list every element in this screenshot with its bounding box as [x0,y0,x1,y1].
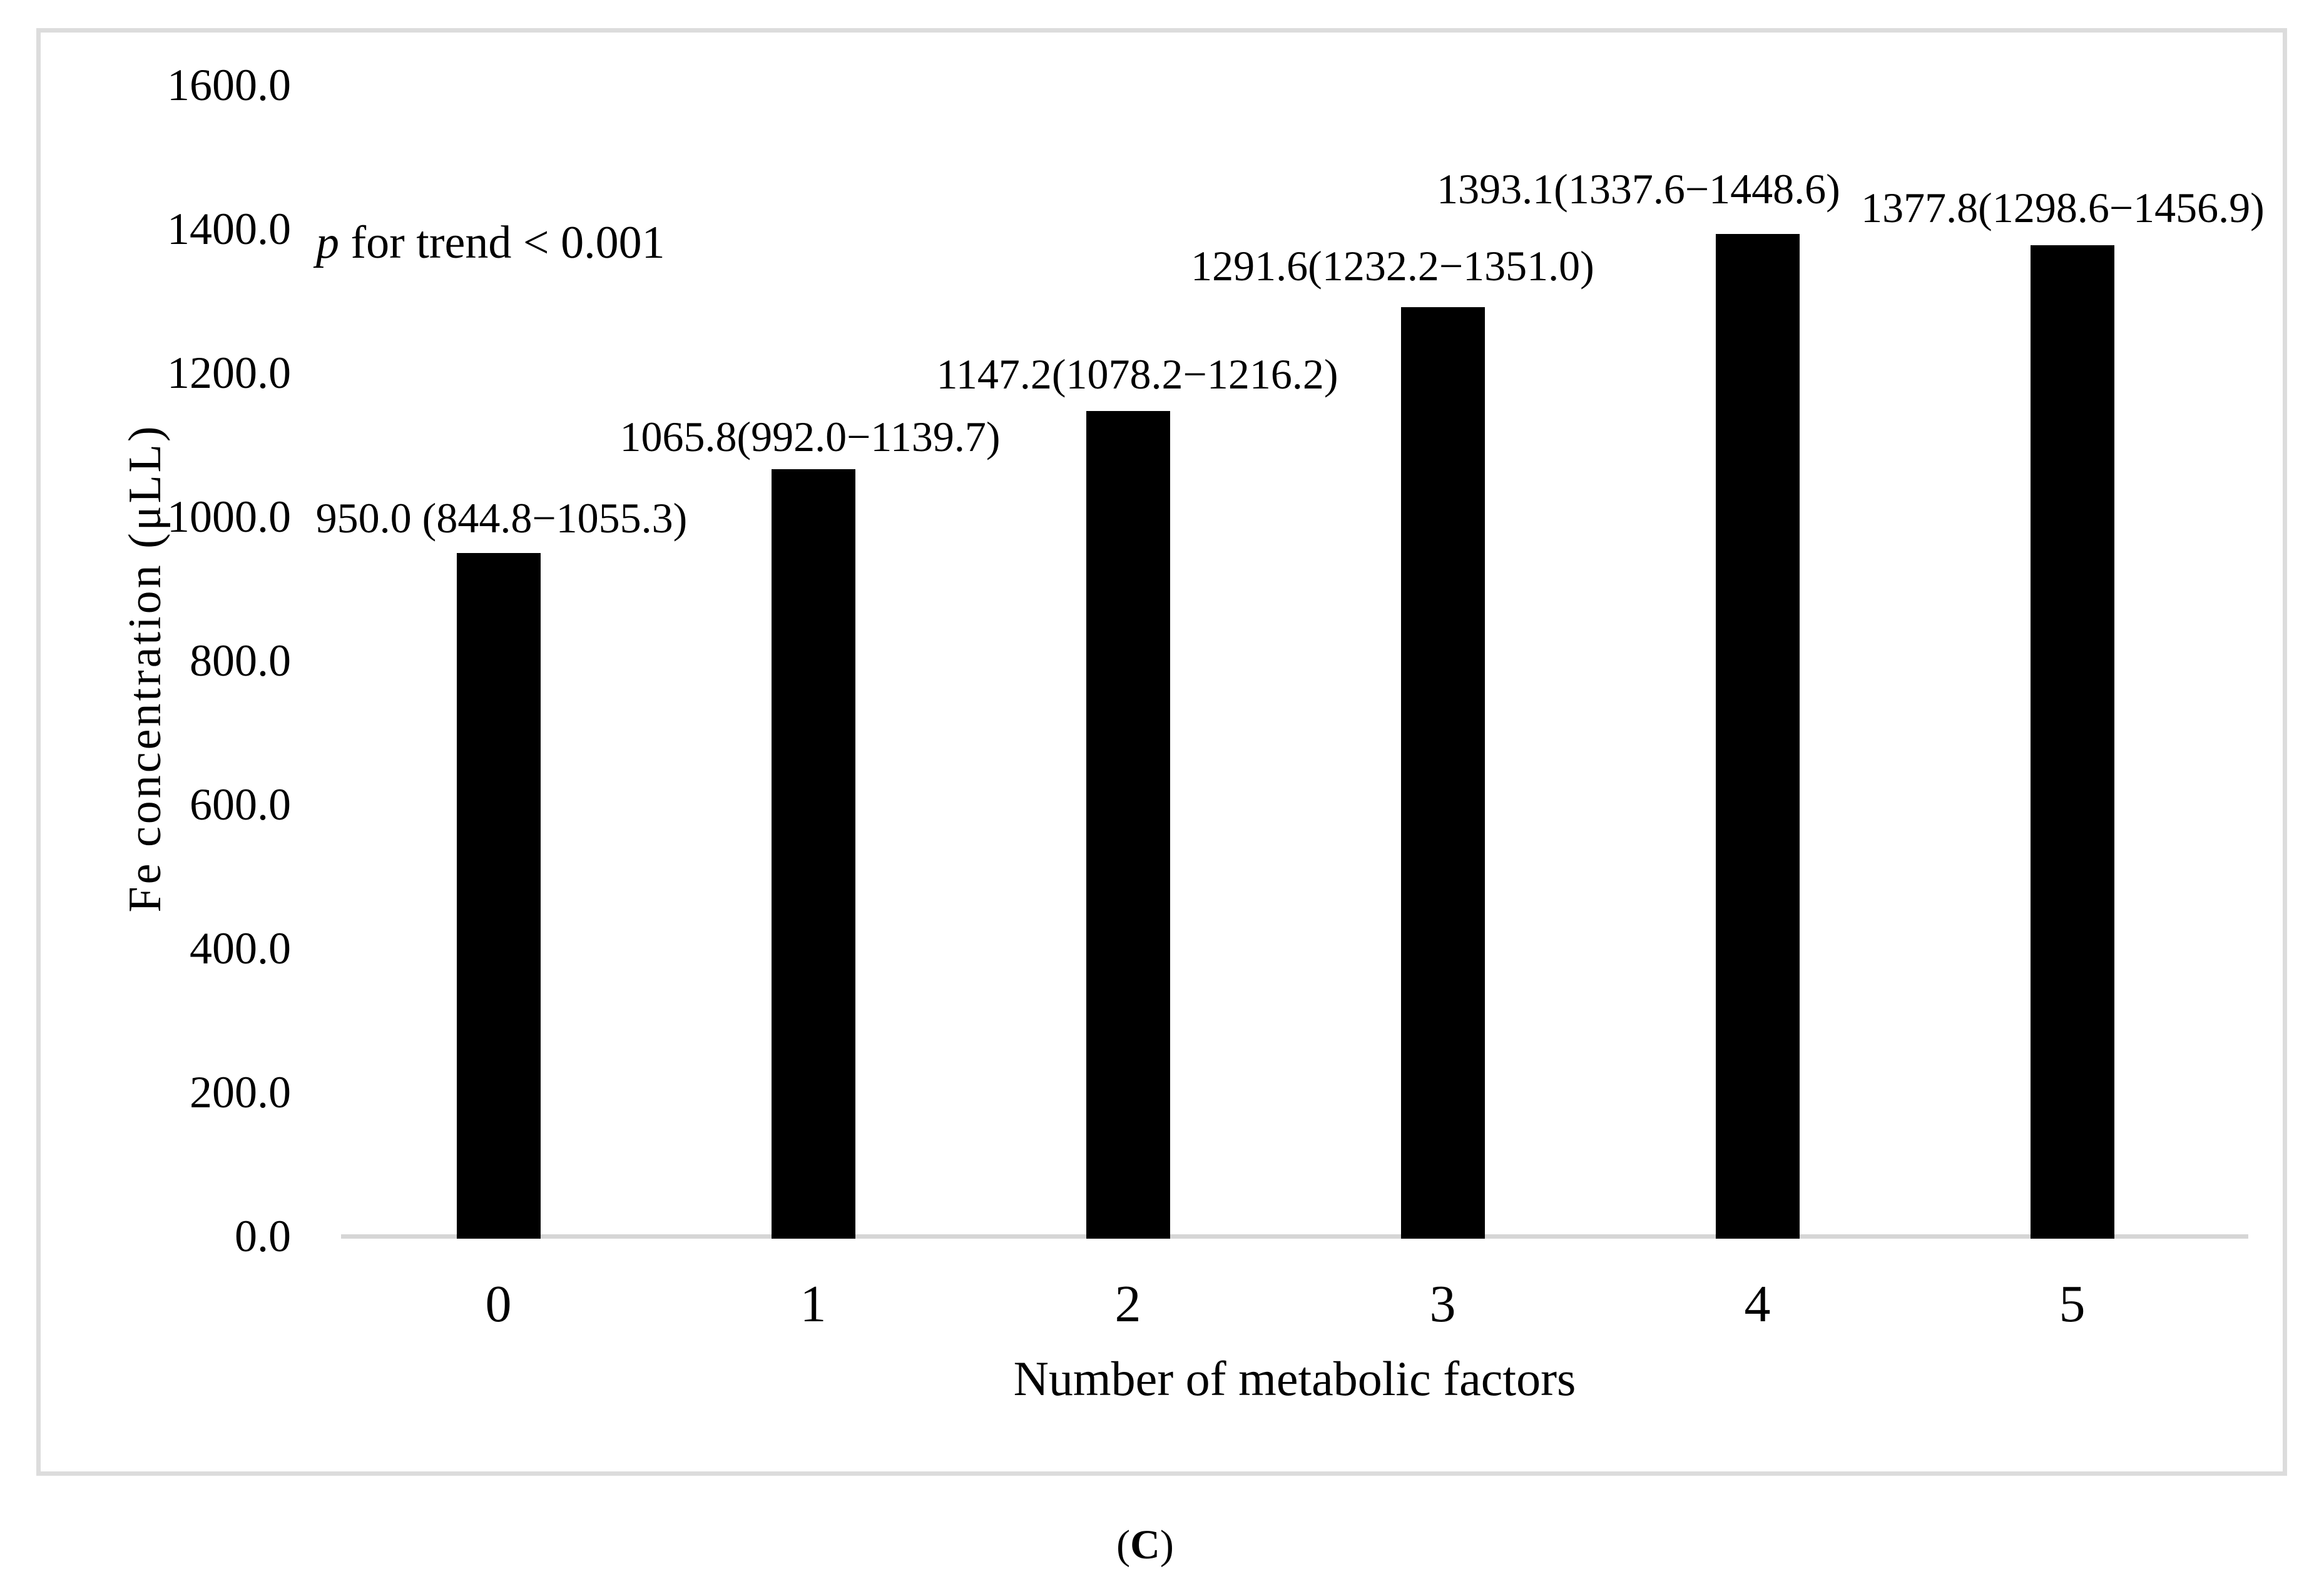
x-axis-line [341,1234,2248,1239]
bar-4 [1715,233,1800,1239]
bar-value-label-3: 1291.6(1232.2−1351.0) [1191,241,1594,290]
bar-value-label-0: 950.0 (844.8−1055.3) [315,494,688,542]
p-symbol: p [316,217,339,268]
bar-3 [1400,307,1485,1239]
y-axis-tick-label: 0.0 [235,1211,291,1261]
bar-value-label-5: 1377.8(1298.6−1456.9) [1861,183,2265,231]
x-axis-tick-label-2: 2 [1114,1275,1141,1333]
x-axis-tick-label-1: 1 [800,1275,827,1333]
bar-value-label-4: 1393.1(1337.6−1448.6) [1437,165,1840,213]
bar-value-label-1: 1065.8(992.0−1139.7) [619,413,1001,461]
bar-1 [771,469,855,1239]
caption-close-paren: ) [1159,1522,1174,1568]
y-axis-tick-label: 1400.0 [167,204,291,254]
bar-value-label-2: 1147.2(1078.2−1216.2) [936,350,1338,398]
p-trend-text: for trend < 0.001 [339,217,665,268]
y-axis-tick-label: 1600.0 [167,60,291,110]
x-axis-tick-label-4: 4 [1744,1275,1771,1333]
bar-0 [456,552,541,1239]
panel-caption: (C) [1116,1520,1174,1570]
y-axis-tick-label: 400.0 [190,923,291,973]
y-axis-tick-label: 1200.0 [167,348,291,398]
x-axis-title: Number of metabolic factors [1013,1351,1576,1406]
x-axis-tick-label-3: 3 [1429,1275,1456,1333]
p-for-trend-annotation: p for trend < 0.001 [316,218,665,268]
y-axis-tick-label: 1000.0 [167,492,291,542]
y-axis-tick-label: 600.0 [190,779,291,830]
x-axis-tick-label-5: 5 [2059,1275,2086,1333]
caption-open-paren: ( [1116,1522,1131,1568]
x-axis-tick-label-0: 0 [485,1275,512,1333]
caption-letter: C [1130,1522,1160,1568]
y-axis-tick-label: 800.0 [190,636,291,686]
bar-2 [1086,410,1170,1239]
bar-5 [2030,245,2114,1239]
y-axis-tick-label: 200.0 [190,1067,291,1117]
